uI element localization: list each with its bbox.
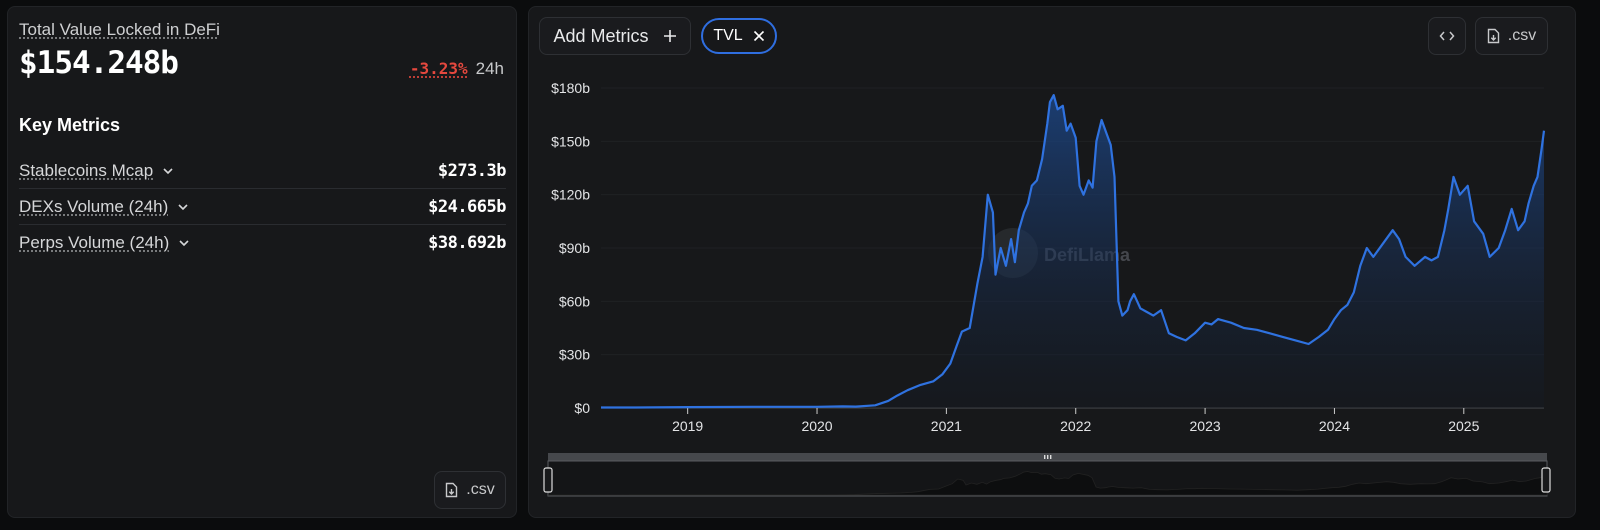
add-metrics-label: Add Metrics [553, 25, 649, 46]
scrollbar-grip-icon[interactable] [1044, 455, 1052, 459]
x-tick-label: 2024 [1319, 418, 1350, 434]
metric-value: $38.692b [428, 233, 506, 253]
chart-panel: Add Metrics TVL .csv $0 $30b $60b $90b $120b… [528, 6, 1576, 518]
x-tick-label: 2025 [1448, 418, 1479, 434]
metric-label-stablecoins[interactable]: Stablecoins Mcap [19, 161, 174, 181]
y-tick-label: $150b [551, 133, 590, 149]
tvl-summary-panel: Total Value Locked in DeFi $154.248b -3.… [7, 6, 517, 518]
change-period: 24h [475, 59, 504, 78]
download-csv-button[interactable]: .csv [434, 471, 506, 509]
y-tick-label: $180b [551, 80, 590, 96]
y-tick-label: $30b [559, 347, 590, 363]
metric-perps-volume[interactable]: Perps Volume (24h) $38.692b [19, 225, 506, 261]
y-tick-label: $60b [559, 293, 590, 309]
x-tick-label: 2020 [801, 418, 832, 434]
metric-value: $24.665b [428, 196, 506, 217]
metric-stablecoins-mcap[interactable]: Stablecoins Mcap $273.3b [19, 153, 507, 189]
x-tick-label: 2023 [1190, 418, 1221, 434]
tvl-chart[interactable]: $0$30b$60b$90b$120b$150b$180b 2019 2020 20… [529, 7, 1577, 519]
tvl-value: $154.248b [19, 45, 179, 81]
metric-value: $273.3b [437, 160, 507, 181]
x-tick-label: 2019 [672, 418, 703, 434]
metric-label-text: Perps Volume (24h) [19, 233, 170, 252]
x-tick-label: 2021 [931, 418, 962, 434]
x-axis: 2019 2020 2021 2022 2023 2024 2025 [672, 408, 1480, 434]
plus-icon [663, 30, 676, 42]
navigator-right-handle[interactable] [1541, 467, 1551, 493]
change-percent[interactable]: -3.23% [409, 59, 468, 78]
key-metrics-heading: Key Metrics [19, 115, 121, 135]
tvl-line [601, 94, 1546, 409]
chevron-down-icon[interactable] [162, 165, 174, 177]
y-tick-label: $90b [559, 240, 590, 256]
x-tick-label: 2022 [1060, 418, 1091, 434]
close-icon[interactable] [753, 30, 765, 42]
metric-dexs-volume[interactable]: DEXs Volume (24h) $24.665b [19, 189, 506, 225]
csv-label: .csv [1507, 27, 1537, 44]
navigator-left-handle[interactable] [543, 467, 553, 493]
tvl-area-fill [601, 95, 1544, 408]
range-navigator[interactable] [543, 453, 1551, 497]
embed-code-button[interactable] [1428, 17, 1466, 55]
csv-label: .csv [466, 481, 495, 498]
key-metrics-list: Stablecoins Mcap $273.3b DEXs Volume (24… [19, 153, 507, 261]
tvl-metric-chip[interactable]: TVL [701, 18, 777, 54]
chevron-down-icon[interactable] [177, 201, 189, 213]
tvl-title[interactable]: Total Value Locked in DeFi [19, 20, 220, 39]
metric-label-text: DEXs Volume (24h) [19, 196, 169, 216]
code-icon [1439, 31, 1455, 41]
y-tick-label: $0 [574, 400, 590, 416]
y-tick-label: $120b [551, 187, 590, 203]
y-axis: $0 $30b $60b $90b $120b $150b $180b [551, 80, 590, 416]
metric-label-text: Stablecoins Mcap [19, 160, 154, 180]
metric-label-dexs[interactable]: DEXs Volume (24h) [19, 197, 189, 217]
chip-label: TVL [713, 27, 743, 44]
navigator-series [548, 471, 1548, 496]
chevron-down-icon[interactable] [178, 237, 190, 249]
tvl-change: -3.23% 24h [410, 59, 504, 79]
file-download-icon [446, 482, 458, 498]
add-metrics-button[interactable]: Add Metrics [539, 17, 691, 55]
file-download-icon [1487, 28, 1499, 44]
download-csv-button[interactable]: .csv [1475, 17, 1548, 55]
metric-label-perps[interactable]: Perps Volume (24h) [19, 233, 190, 253]
